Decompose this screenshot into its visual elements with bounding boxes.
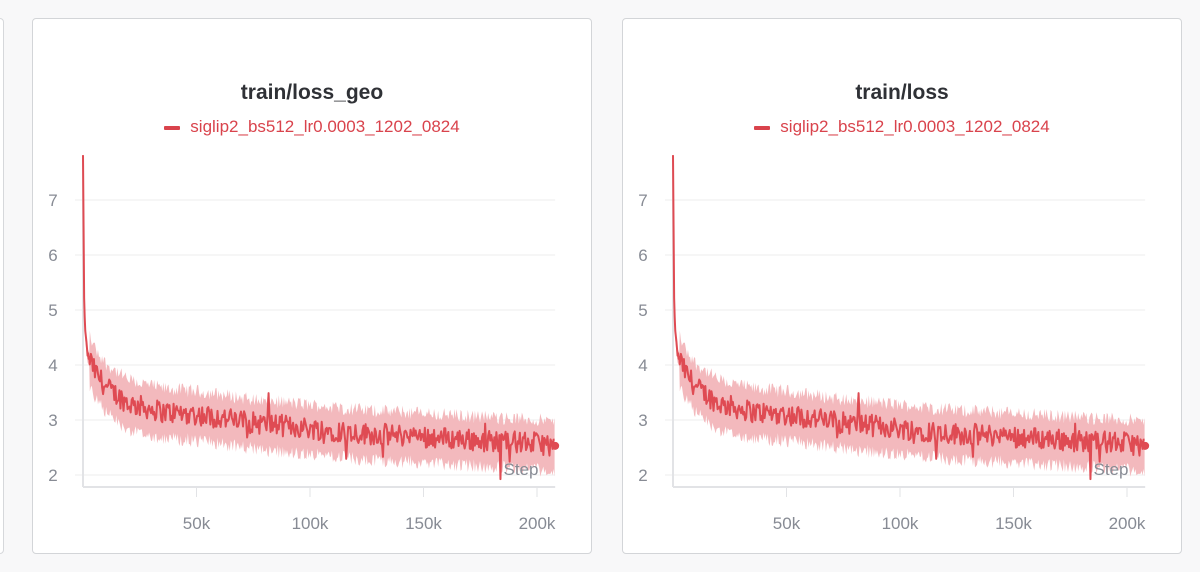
series-line (82, 155, 555, 481)
plot-area[interactable]: 2 3 4 5 6 7 50k 100k 150k 200k Step (33, 19, 591, 553)
x-tick-label: 50k (183, 514, 211, 533)
y-tick-label: 3 (638, 411, 647, 430)
chart-panel-loss-geo[interactable]: train/loss_geo siglip2_bs512_lr0.0003_12… (32, 18, 592, 554)
y-tick-label: 7 (638, 191, 647, 210)
chart-legend[interactable]: siglip2_bs512_lr0.0003_1202_0824 (623, 117, 1181, 137)
legend-swatch (754, 125, 771, 130)
legend-label: siglip2_bs512_lr0.0003_1202_0824 (780, 117, 1050, 136)
y-tick-label: 7 (48, 191, 57, 210)
series-range-band (673, 150, 1145, 477)
x-tick-label: 100k (882, 514, 919, 533)
series-range-band (83, 150, 555, 477)
series-end-point (551, 441, 560, 450)
chart-panel-loss[interactable]: train/loss siglip2_bs512_lr0.0003_1202_0… (622, 18, 1182, 554)
x-axis-label: Step (1094, 460, 1129, 479)
previous-panel-edge (0, 18, 4, 554)
chart-title: train/loss_geo (240, 81, 384, 104)
y-tick-label: 2 (48, 466, 57, 485)
y-tick-label: 3 (48, 411, 57, 430)
x-tick-label: 200k (519, 514, 556, 533)
x-tick-label: 50k (773, 514, 801, 533)
plot-area[interactable]: 2 3 4 5 6 7 50k 100k 150k 200k Step (623, 19, 1181, 553)
x-tick-label: 200k (1109, 514, 1146, 533)
y-tick-label: 5 (48, 301, 57, 320)
chart-legend[interactable]: siglip2_bs512_lr0.0003_1202_0824 (33, 117, 591, 137)
chart-title: train/loss (855, 81, 949, 104)
x-axis-label: Step (504, 460, 539, 479)
y-tick-label: 2 (638, 466, 647, 485)
legend-swatch (164, 125, 181, 130)
y-tick-label: 6 (48, 246, 57, 265)
x-tick-label: 150k (405, 514, 442, 533)
y-tick-label: 6 (638, 246, 647, 265)
y-tick-label: 4 (48, 356, 57, 375)
legend-label: siglip2_bs512_lr0.0003_1202_0824 (190, 117, 460, 136)
x-tick-label: 100k (292, 514, 329, 533)
x-tick-label: 150k (995, 514, 1032, 533)
y-tick-label: 4 (638, 356, 647, 375)
y-tick-label: 5 (638, 301, 647, 320)
series-line (672, 155, 1145, 481)
series-end-point (1141, 441, 1150, 450)
